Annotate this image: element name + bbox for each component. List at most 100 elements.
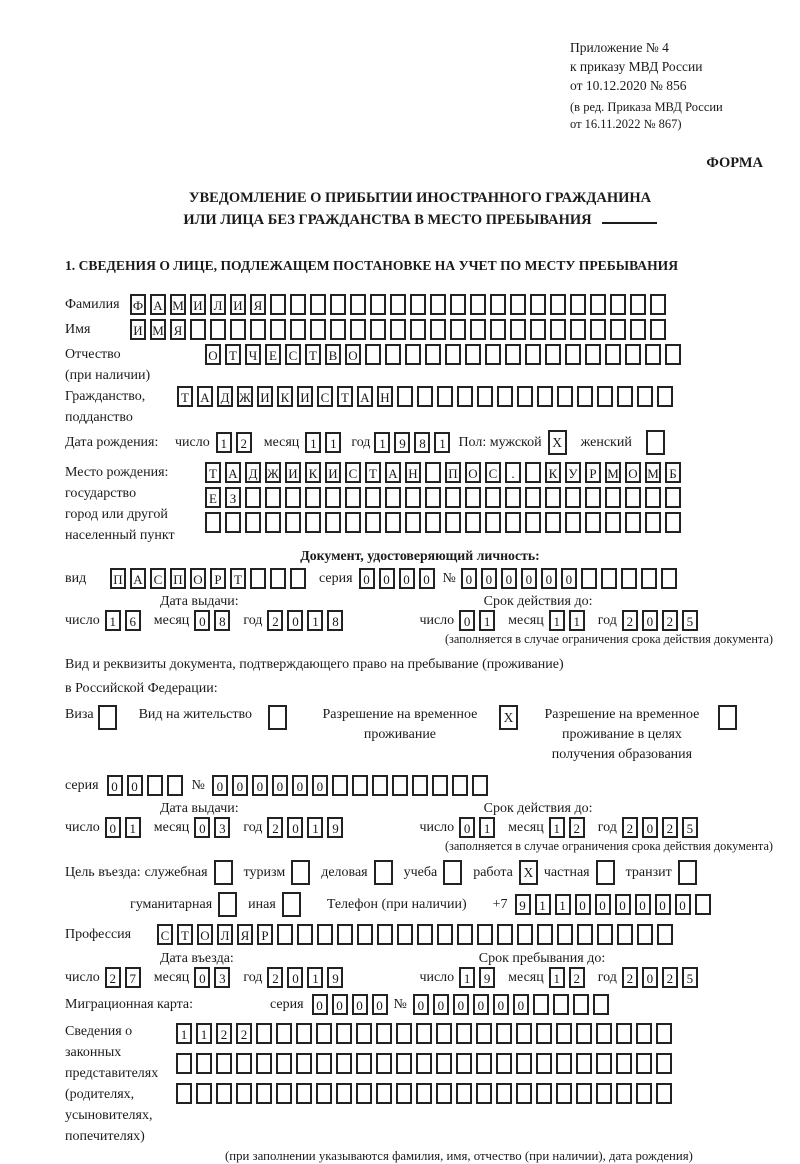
char-cell[interactable]: 8 [214, 610, 231, 631]
char-cell[interactable]: 1 [307, 610, 324, 631]
char-cell[interactable] [350, 294, 366, 315]
char-cell[interactable]: 0 [231, 775, 248, 796]
char-cell[interactable] [385, 344, 401, 365]
char-cell[interactable] [336, 1053, 352, 1074]
char-cell[interactable]: 1 [307, 817, 324, 838]
char-cell[interactable] [450, 319, 466, 340]
char-cell[interactable] [416, 1023, 432, 1044]
char-cell[interactable] [365, 487, 381, 508]
char-cell[interactable] [210, 319, 226, 340]
char-cell[interactable]: 9 [394, 432, 411, 453]
purpose-ucheba-checkbox[interactable] [443, 860, 463, 885]
char-cell[interactable] [216, 1083, 232, 1104]
char-cell[interactable]: Ж [265, 462, 281, 483]
char-cell[interactable]: 0 [104, 817, 121, 838]
char-cell[interactable]: О [197, 924, 213, 945]
char-cell[interactable] [205, 512, 221, 533]
char-cell[interactable]: У [565, 462, 581, 483]
char-cell[interactable] [636, 1083, 652, 1104]
purpose-turizm-checkbox[interactable] [291, 860, 311, 885]
char-cell[interactable] [296, 1053, 312, 1074]
char-cell[interactable]: 1 [307, 967, 324, 988]
char-cell[interactable]: 0 [480, 568, 497, 589]
char-cell[interactable] [276, 1083, 292, 1104]
char-cell[interactable]: К [305, 462, 321, 483]
char-cell[interactable] [276, 1023, 292, 1044]
char-cell[interactable] [445, 512, 461, 533]
char-cell[interactable]: П [170, 568, 186, 589]
char-cell[interactable] [285, 487, 301, 508]
char-cell[interactable]: Т [205, 462, 221, 483]
char-cell[interactable] [345, 487, 361, 508]
purpose-tranzit-checkbox[interactable] [677, 860, 697, 885]
char-cell[interactable] [650, 319, 666, 340]
char-cell[interactable]: 1 [305, 432, 322, 453]
char-cell[interactable]: 2 [104, 967, 121, 988]
char-cell[interactable] [637, 386, 653, 407]
char-cell[interactable]: Л [210, 294, 226, 315]
char-cell[interactable] [496, 1083, 512, 1104]
char-cell[interactable] [556, 1023, 572, 1044]
char-cell[interactable]: 0 [560, 568, 577, 589]
char-cell[interactable]: 0 [500, 568, 517, 589]
char-cell[interactable] [576, 1083, 592, 1104]
char-cell[interactable] [316, 1053, 332, 1074]
char-cell[interactable] [376, 1053, 392, 1074]
char-cell[interactable] [485, 512, 501, 533]
char-cell[interactable]: 0 [641, 610, 658, 631]
char-cell[interactable]: 9 [479, 967, 496, 988]
char-cell[interactable] [585, 512, 601, 533]
char-cell[interactable]: А [225, 462, 241, 483]
char-cell[interactable] [660, 568, 677, 589]
char-cell[interactable]: 0 [194, 967, 211, 988]
char-cell[interactable] [565, 344, 581, 365]
purpose-chastnaya-checkbox[interactable] [595, 860, 615, 885]
char-cell[interactable]: Т [365, 462, 381, 483]
char-cell[interactable] [425, 512, 441, 533]
char-cell[interactable]: Т [230, 568, 246, 589]
char-cell[interactable]: 0 [351, 994, 368, 1015]
char-cell[interactable] [336, 1023, 352, 1044]
char-cell[interactable] [485, 487, 501, 508]
char-cell[interactable] [617, 386, 633, 407]
char-cell[interactable] [596, 1053, 612, 1074]
purpose-inaya-checkbox[interactable] [281, 892, 301, 917]
char-cell[interactable] [256, 1023, 272, 1044]
char-cell[interactable]: Т [177, 386, 193, 407]
char-cell[interactable]: Ф [130, 294, 146, 315]
char-cell[interactable] [330, 294, 346, 315]
char-cell[interactable]: Т [225, 344, 241, 365]
char-cell[interactable] [517, 924, 533, 945]
char-cell[interactable] [376, 1083, 392, 1104]
char-cell[interactable]: 0 [634, 894, 651, 915]
char-cell[interactable] [236, 1053, 252, 1074]
char-cell[interactable] [656, 1083, 672, 1104]
char-cell[interactable]: 2 [267, 967, 284, 988]
char-cell[interactable]: Р [257, 924, 273, 945]
char-cell[interactable]: 0 [674, 894, 691, 915]
char-cell[interactable] [336, 1083, 352, 1104]
char-cell[interactable] [505, 344, 521, 365]
char-cell[interactable] [516, 1053, 532, 1074]
char-cell[interactable] [397, 924, 413, 945]
char-cell[interactable]: 0 [211, 775, 228, 796]
char-cell[interactable] [517, 386, 533, 407]
char-cell[interactable] [516, 1083, 532, 1104]
char-cell[interactable]: Н [377, 386, 393, 407]
char-cell[interactable] [356, 1083, 372, 1104]
char-cell[interactable] [616, 1023, 632, 1044]
char-cell[interactable]: А [130, 568, 146, 589]
char-cell[interactable] [377, 924, 393, 945]
char-cell[interactable]: С [285, 344, 301, 365]
char-cell[interactable] [630, 319, 646, 340]
char-cell[interactable] [417, 386, 433, 407]
char-cell[interactable] [570, 319, 586, 340]
char-cell[interactable]: И [230, 294, 246, 315]
char-cell[interactable] [477, 924, 493, 945]
char-cell[interactable]: 0 [641, 817, 658, 838]
purpose-sluzhebnaya-checkbox[interactable] [213, 860, 233, 885]
char-cell[interactable] [485, 344, 501, 365]
char-cell[interactable]: Д [245, 462, 261, 483]
char-cell[interactable] [436, 1083, 452, 1104]
char-cell[interactable] [337, 924, 353, 945]
